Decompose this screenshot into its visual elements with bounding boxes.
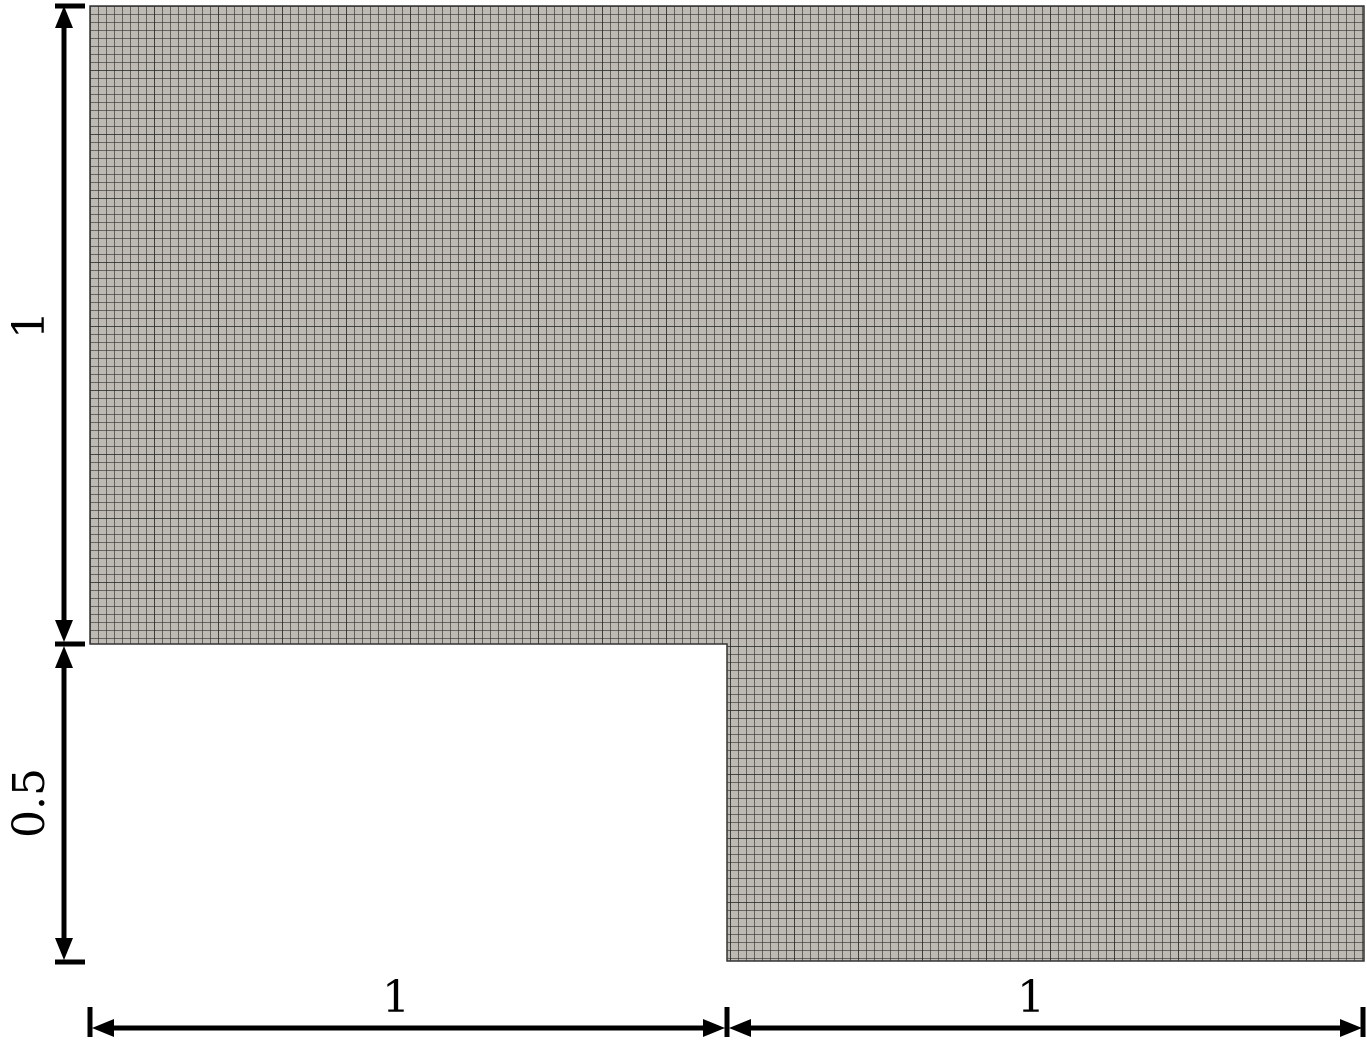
label-left-lower-height: 0.5 [4,768,55,838]
arrowhead-down [55,938,73,960]
dimension-left-upper [55,3,85,642]
arrowhead-up [55,646,73,668]
label-bottom-left-width: 1 [382,972,410,1023]
arrowhead-right [1340,1019,1362,1037]
mesh-grid-coarse [90,6,1364,961]
arrowhead-left [92,1019,114,1037]
label-left-upper-height: 1 [4,311,55,339]
arrowhead-right [703,1019,725,1037]
mesh-domain [89,5,1365,962]
arrowhead-left [729,1019,751,1037]
label-bottom-right-width: 1 [1017,972,1045,1023]
arrowhead-up [55,6,73,28]
dimension-bottom-left [87,1007,725,1037]
dimension-bottom-right [724,1007,1366,1037]
arrowhead-down [55,620,73,642]
dimension-left-lower [55,641,85,965]
mesh-boundary [89,5,1365,962]
